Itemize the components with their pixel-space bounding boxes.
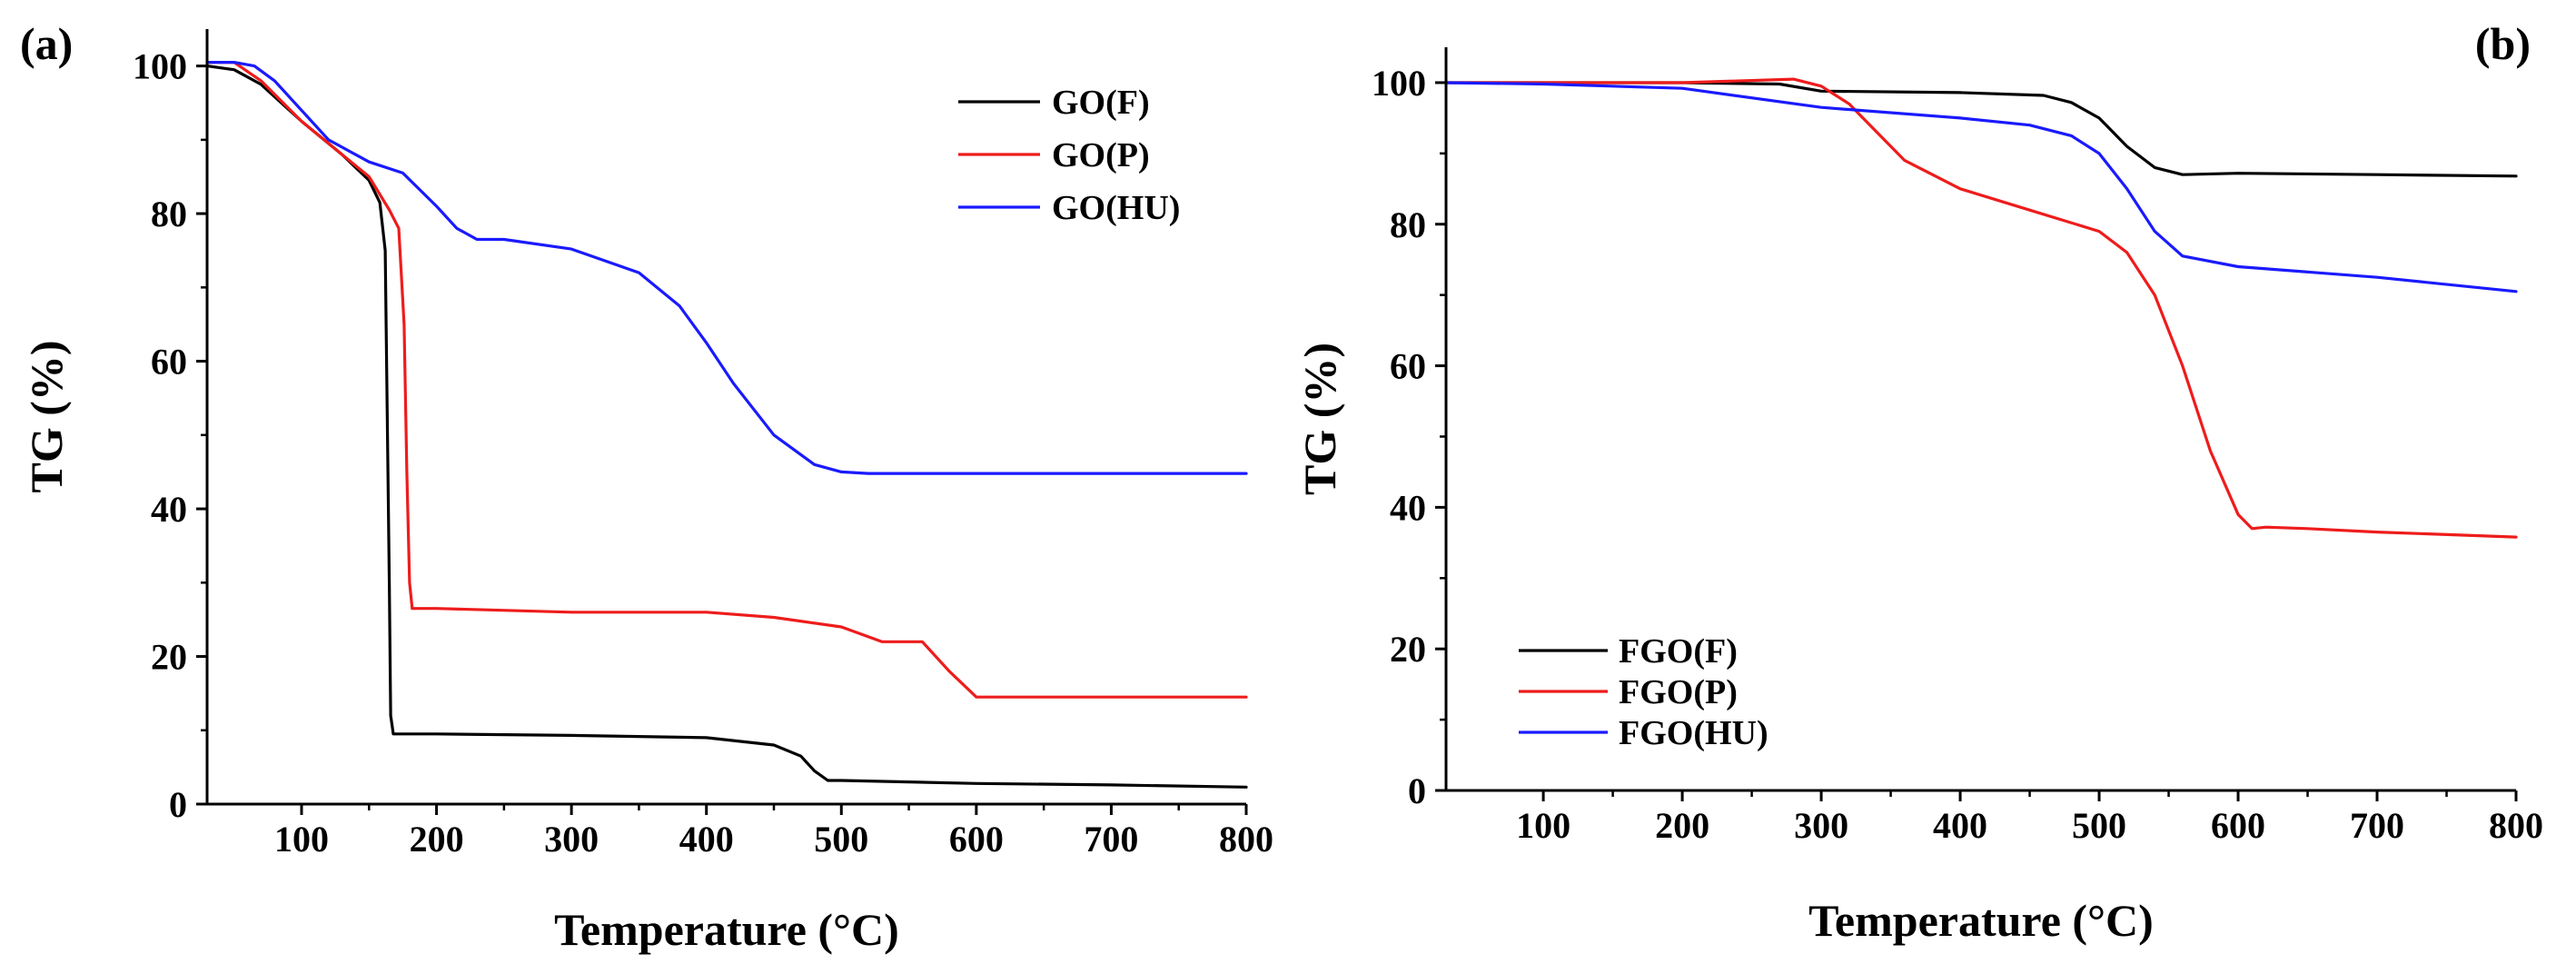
x-tick-label: 400 [1933,805,1987,846]
x-tick-label: 200 [1655,805,1709,846]
series-line-fgo-hu [1444,81,2518,293]
y-axis-title: TG (%) [1294,343,1345,495]
panel-label: (b) [2475,18,2531,69]
series-line-fgo-f [1444,81,2518,178]
legend: FGO(F)FGO(P)FGO(HU) [1519,632,1769,752]
x-tick-label: 300 [1794,805,1848,846]
x-tick-label: 100 [274,819,329,860]
series-line-go-hu [205,61,1248,475]
x-tick-label: 300 [544,819,599,860]
y-axis-title: TG (%) [21,340,72,492]
legend: GO(F) GO(P) GO(HU) [958,84,1180,227]
y-tick-label: 20 [1390,629,1426,670]
x-axis-title: Temperature (°C) [554,904,899,955]
legend-label: FGO(HU) [1619,714,1769,752]
legend-label: GO(P) [1052,136,1150,174]
y-tick-label: 0 [1408,770,1426,811]
x-tick-label: 600 [949,819,1004,860]
legend-label: GO(F) [1052,84,1150,122]
series-line-go-p [205,61,1248,699]
x-tick-label: 700 [2350,805,2404,846]
y-tick-label: 100 [1372,63,1426,104]
y-tick-label: 80 [151,194,187,234]
x-tick-label: 700 [1084,819,1138,860]
x-tick-label: 500 [2072,805,2126,846]
y-tick-label: 60 [1390,346,1426,387]
y-tick-label: 60 [151,342,187,383]
legend-label: FGO(F) [1619,632,1738,671]
y-tick-label: 100 [133,46,187,87]
x-tick-label: 100 [1516,805,1570,846]
x-tick-label: 800 [2489,805,2543,846]
legend-label: GO(HU) [1052,189,1180,227]
x-axis-title: Temperature (°C) [1808,895,2154,946]
y-tick-label: 0 [169,784,187,825]
x-tick-label: 200 [410,819,464,860]
x-tick-label: 600 [2211,805,2265,846]
y-tick-label: 40 [1390,487,1426,528]
chart-panel-b: 100 200 300 400 500 600 700 800 0 20 40 60 80 100 Temp… [1294,18,2543,946]
panel-label: (a) [20,18,73,69]
x-tick-label: 800 [1219,819,1273,860]
x-tick-label: 400 [679,819,734,860]
chart-panel-a: 100 200 300 400 500 600 700 800 0 20 40 60 80 100 Temp… [20,18,1273,955]
legend-label: FGO(P) [1619,673,1738,711]
x-tick-label: 500 [814,819,868,860]
y-tick-label: 80 [1390,204,1426,245]
y-tick-label: 40 [151,489,187,530]
y-tick-label: 20 [151,637,187,678]
series-line-fgo-p [1444,77,2518,539]
